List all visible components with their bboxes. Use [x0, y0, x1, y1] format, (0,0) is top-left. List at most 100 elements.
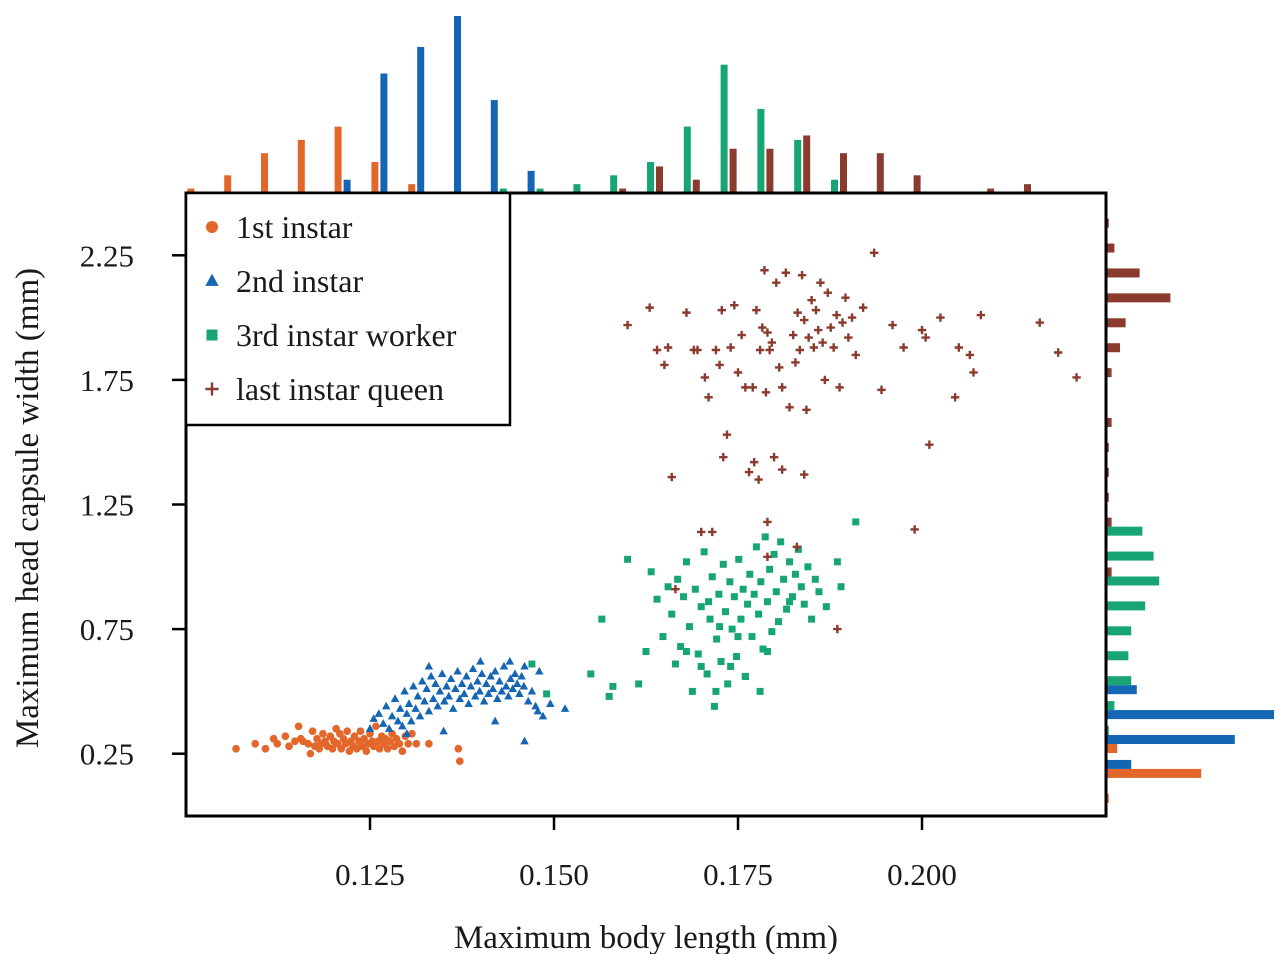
point-3rd-instar-worker — [721, 608, 729, 616]
point-last-instar-queen — [976, 310, 986, 320]
point-3rd-instar-worker — [786, 598, 794, 606]
right-hist-bar-last-instar-queen — [1106, 417, 1112, 427]
point-2nd-instar — [451, 684, 460, 692]
point-last-instar-queen — [800, 470, 809, 479]
point-1st-instar — [350, 732, 359, 741]
point-3rd-instar-worker — [794, 545, 802, 553]
point-3rd-instar-worker — [708, 573, 716, 581]
point-3rd-instar-worker — [727, 662, 735, 670]
point-last-instar-queen — [869, 248, 879, 258]
point-2nd-instar — [457, 679, 467, 688]
point-last-instar-queen — [785, 403, 794, 412]
point-2nd-instar — [560, 704, 570, 712]
point-last-instar-queen — [858, 303, 868, 312]
top-hist-bar-last-instar-queen — [987, 188, 995, 193]
point-last-instar-queen — [717, 305, 727, 315]
point-1st-instar — [232, 744, 240, 753]
top-hist-bar-2nd-instar — [454, 16, 461, 193]
point-last-instar-queen — [711, 345, 721, 355]
point-2nd-instar — [424, 706, 434, 715]
point-last-instar-queen — [730, 300, 739, 310]
point-last-instar-queen — [833, 624, 842, 634]
point-last-instar-queen — [832, 310, 841, 320]
right-hist-bar-3rd-instar-worker — [1106, 626, 1132, 636]
point-2nd-instar — [519, 681, 529, 690]
point-2nd-instar — [479, 696, 489, 705]
point-2nd-instar — [517, 671, 526, 680]
point-last-instar-queen — [758, 323, 767, 332]
point-last-instar-queen — [802, 405, 811, 415]
point-3rd-instar-worker — [797, 583, 805, 591]
top-hist-bar-1st-instar — [334, 126, 342, 193]
legend-box — [184, 191, 512, 427]
point-3rd-instar-worker — [713, 635, 721, 643]
top-hist-bar-3rd-instar-worker — [499, 188, 507, 193]
point-last-instar-queen — [777, 383, 787, 392]
point-3rd-instar-worker — [748, 633, 756, 641]
point-last-instar-queen — [748, 383, 757, 392]
point-3rd-instar-worker — [768, 628, 776, 636]
point-3rd-instar-worker — [691, 585, 699, 593]
point-2nd-instar — [426, 671, 436, 680]
point-last-instar-queen — [791, 358, 800, 367]
legend-label-last-instar-queen: last instar queen — [236, 371, 444, 407]
top-hist-bar-3rd-instar-worker — [831, 179, 838, 193]
point-1st-instar — [304, 739, 313, 748]
point-last-instar-queen — [645, 303, 654, 312]
top-hist-bar-2nd-instar — [380, 73, 388, 193]
point-3rd-instar-worker — [788, 593, 796, 601]
right-hist-bar-1st-instar — [1106, 744, 1118, 754]
point-last-instar-queen — [719, 452, 728, 462]
point-2nd-instar — [468, 664, 478, 673]
point-last-instar-queen — [835, 383, 844, 392]
point-3rd-instar-worker — [705, 598, 713, 606]
point-2nd-instar — [497, 686, 506, 695]
point-3rd-instar-worker — [752, 543, 760, 551]
point-3rd-instar-worker — [811, 575, 819, 583]
y-tick-label: 0.25 — [80, 737, 134, 772]
point-last-instar-queen — [844, 333, 853, 342]
point-3rd-instar-worker — [719, 560, 727, 568]
point-2nd-instar — [422, 684, 431, 692]
legend-marker-last-instar-queen — [205, 382, 219, 396]
point-2nd-instar — [504, 691, 513, 700]
point-2nd-instar — [535, 666, 544, 675]
point-1st-instar — [291, 737, 299, 746]
top-hist-bar-1st-instar — [261, 153, 268, 193]
right-hist-bar-3rd-instar-worker — [1106, 651, 1129, 661]
point-2nd-instar — [477, 669, 487, 678]
point-1st-instar — [352, 744, 361, 753]
point-3rd-instar-worker — [761, 533, 769, 541]
point-last-instar-queen — [789, 330, 798, 340]
right-hist-bar-3rd-instar-worker — [1106, 601, 1146, 611]
point-last-instar-queen — [652, 345, 662, 355]
point-last-instar-queen — [797, 271, 807, 280]
point-3rd-instar-worker — [757, 578, 765, 586]
top-hist-bar-last-instar-queen — [913, 175, 921, 193]
point-2nd-instar — [446, 674, 456, 683]
point-2nd-instar — [459, 689, 469, 697]
point-last-instar-queen — [697, 527, 706, 537]
point-last-instar-queen — [763, 328, 772, 337]
point-2nd-instar — [482, 679, 491, 688]
point-3rd-instar-worker — [605, 692, 613, 700]
point-3rd-instar-worker — [677, 643, 685, 651]
point-3rd-instar-worker — [703, 670, 711, 678]
point-3rd-instar-worker — [664, 583, 672, 591]
x-tick-label: 0.175 — [703, 857, 773, 892]
point-last-instar-queen — [775, 363, 784, 372]
point-1st-instar — [404, 739, 413, 748]
point-2nd-instar — [524, 696, 533, 705]
point-last-instar-queen — [950, 393, 960, 402]
top-hist-bar-3rd-instar-worker — [573, 184, 581, 193]
point-last-instar-queen — [936, 313, 945, 322]
point-2nd-instar — [415, 711, 425, 720]
point-2nd-instar — [520, 736, 529, 745]
point-1st-instar — [308, 727, 317, 736]
point-last-instar-queen — [899, 343, 908, 352]
point-last-instar-queen — [818, 338, 827, 347]
point-3rd-instar-worker — [609, 682, 617, 690]
top-hist-bar-1st-instar — [224, 175, 232, 193]
point-3rd-instar-worker — [528, 660, 536, 668]
